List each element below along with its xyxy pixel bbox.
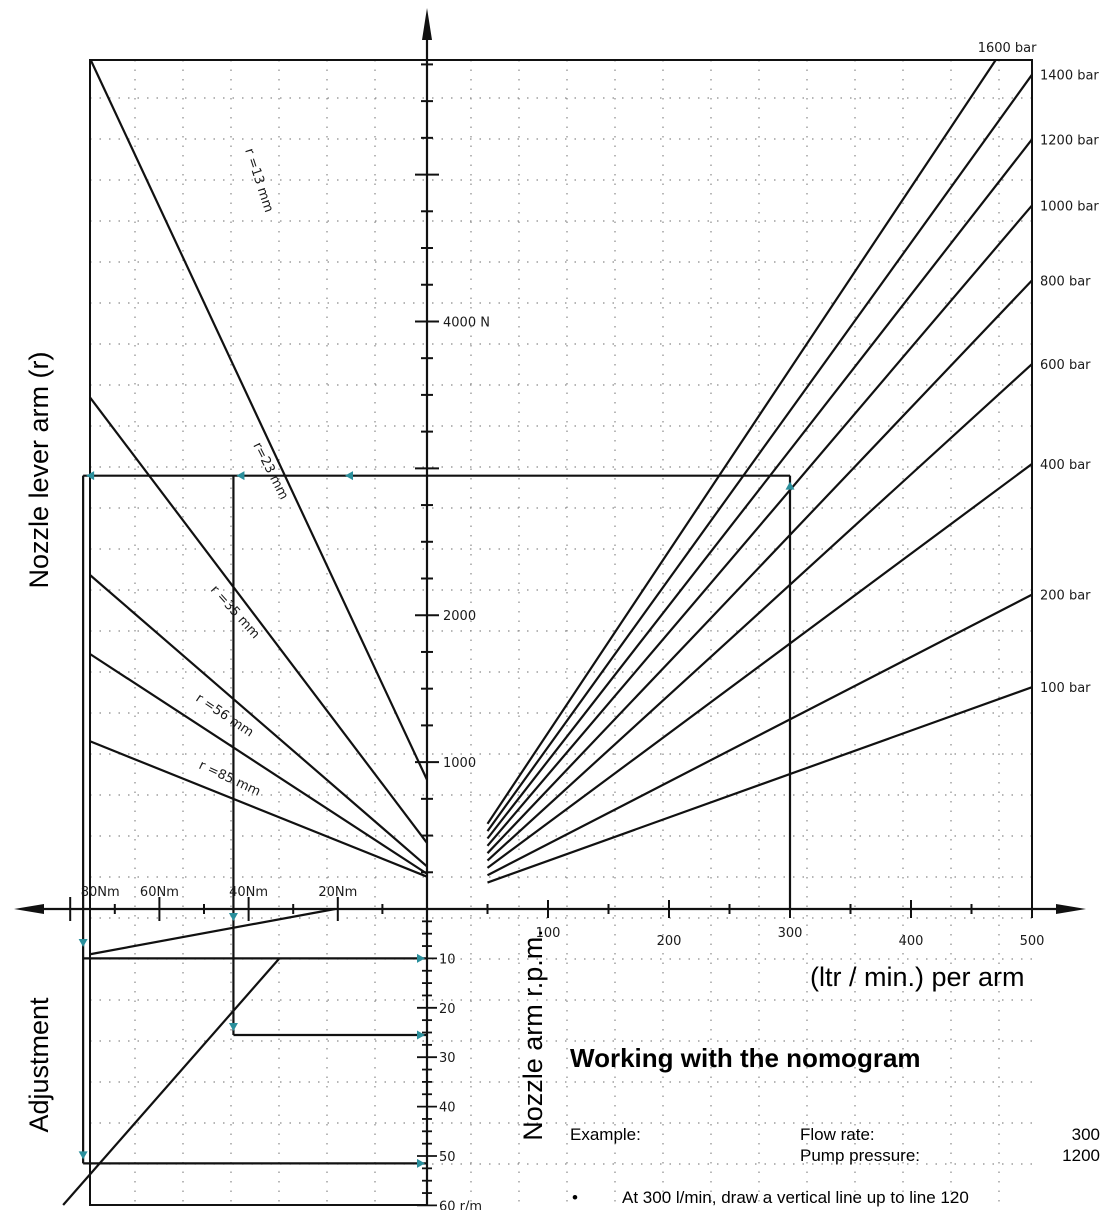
pressure-line	[486, 59, 997, 825]
example-path-arrow	[78, 1151, 88, 1160]
example-path-arrow	[78, 939, 88, 947]
example-path-arrow	[228, 1022, 238, 1031]
ticks-layer	[69, 63, 1033, 1207]
example-path-arrow	[86, 471, 95, 481]
pressure-line	[486, 363, 1033, 862]
pressure-line-label: 1600 bar	[978, 41, 1037, 56]
force-tick-label: 2000	[443, 609, 476, 624]
lever-arm-line	[89, 740, 428, 878]
adjustment-line	[62, 957, 281, 1206]
force-axis-arrow	[422, 8, 432, 40]
lever-arm-label: r =85 mm	[196, 758, 262, 800]
pressure-line-label: 1200 bar	[1040, 133, 1099, 148]
step-text: At 300 l/min, draw a vertical line up to…	[622, 1188, 969, 1207]
rpm-tick-label: 60 r/m	[439, 1199, 482, 1210]
example-path-arrow	[228, 913, 238, 921]
x-axis-arrow-left	[14, 904, 44, 914]
flow-tick-label: 200	[657, 934, 682, 949]
example-path-layer	[78, 471, 795, 1168]
rpm-tick-label: 10	[439, 952, 456, 967]
grid-layer	[90, 60, 1032, 1205]
pressure-line	[486, 138, 1033, 840]
pressure-line-label: 1400 bar	[1040, 69, 1099, 84]
pressure-line	[486, 279, 1033, 854]
frame-layer	[14, 8, 1086, 1206]
rpm-tick-label: 30	[439, 1051, 456, 1066]
example-path-arrow	[417, 1158, 425, 1168]
info-heading: Working with the nomogram	[570, 1043, 921, 1073]
force-tick-label: 4000 N	[443, 315, 490, 330]
pressure-line-label: 800 bar	[1040, 274, 1091, 289]
pressure-line	[487, 686, 1033, 884]
x-axis-title: (ltr / min.) per arm	[810, 962, 1025, 992]
lever-arm-label: r=23 mm	[249, 440, 291, 502]
torque-tick-label: 60Nm	[140, 885, 179, 900]
torque-tick-label: 40Nm	[229, 885, 268, 900]
pressure-line-label: 400 bar	[1040, 458, 1091, 473]
pressure-line	[486, 74, 1033, 832]
rpm-tick-label: 40	[439, 1101, 456, 1116]
x-axis-arrow-right	[1056, 904, 1086, 914]
pressure-line-label: 600 bar	[1040, 358, 1091, 373]
adjustment-frame	[89, 909, 427, 1206]
lever-arm-label: r =35 mm	[207, 583, 263, 642]
pressure-line	[486, 593, 1033, 877]
lever-arm-line	[89, 396, 428, 844]
example-label: Example:	[570, 1125, 641, 1144]
flow-rate-value: 300	[1071, 1125, 1100, 1144]
pump-pressure-label: Pump pressure:	[800, 1146, 920, 1165]
flow-rate-label: Flow rate:	[800, 1125, 875, 1144]
example-path-arrow	[345, 471, 353, 481]
lever-arm-line	[89, 574, 428, 868]
rpm-tick-label: 50	[439, 1150, 456, 1165]
pressure-line-label: 200 bar	[1040, 589, 1091, 604]
torque-tick-label: 80Nm	[81, 885, 120, 900]
instruction-step: • At 300 l/min, draw a vertical line up t…	[572, 1188, 1106, 1208]
y-axis-title: Nozzle lever arm (r)	[24, 351, 54, 588]
lever-arm-line	[89, 653, 428, 875]
pressure-line-label: 100 bar	[1040, 681, 1091, 696]
example-path-arrow	[417, 1030, 425, 1040]
flow-tick-label: 400	[899, 934, 924, 949]
adjustment-label: Adjustment	[24, 997, 54, 1133]
lines-layer	[62, 59, 1033, 1206]
pump-pressure-value: 1200	[1062, 1146, 1100, 1165]
flow-tick-label: 500	[1020, 934, 1045, 949]
example-path-arrow	[236, 471, 245, 481]
force-tick-label: 1000	[443, 756, 476, 771]
flow-tick-label: 100	[536, 926, 561, 941]
lever-arm-line	[89, 59, 428, 781]
pressure-line-label: 1000 bar	[1040, 199, 1099, 214]
adjustment-line	[89, 907, 336, 956]
pressure-line	[486, 204, 1033, 847]
step-bullet: •	[572, 1188, 578, 1207]
lever-arm-label: r =56 mm	[193, 691, 256, 741]
rpm-tick-label: 20	[439, 1002, 456, 1017]
pressure-line	[486, 463, 1033, 869]
torque-tick-label: 20Nm	[318, 885, 357, 900]
flow-tick-label: 300	[778, 926, 803, 941]
example-path-arrow	[785, 481, 795, 490]
rpm-axis-title: Nozzle arm r.p.m.	[518, 929, 548, 1141]
example-path-arrow	[417, 953, 425, 963]
